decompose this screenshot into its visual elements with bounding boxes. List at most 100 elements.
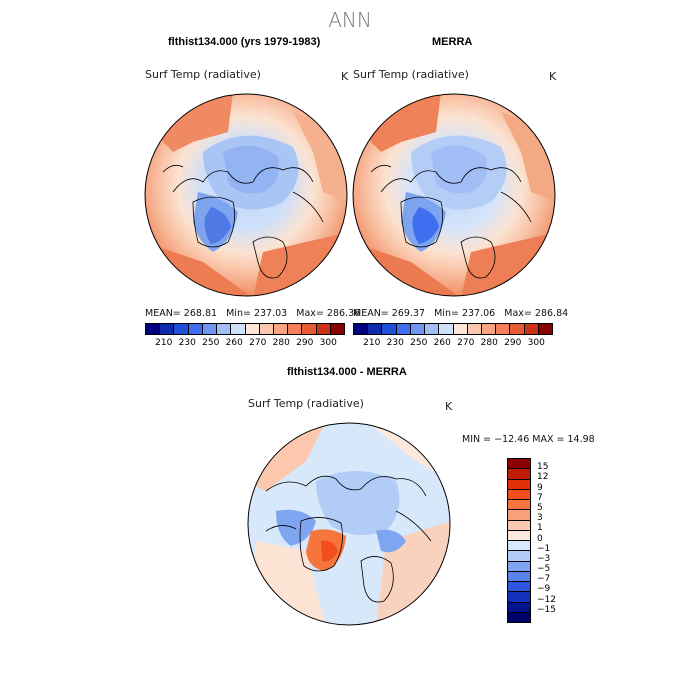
diff-variable-label: Surf Temp (radiative) [248,397,364,410]
panel1-stats: MEAN= 268.81 Min= 237.03 Max= 286.36 [145,308,360,319]
diff-polar-map [247,422,451,626]
colorbar-swatch [508,530,530,541]
diff-unit-label: K [445,400,453,413]
colorbar-swatch [202,324,218,334]
colorbar-swatch [188,324,203,334]
colorbar-tick-label: 210 [363,338,381,348]
colorbar-swatch [508,520,530,531]
colorbar-tick-label: 300 [319,338,337,348]
colorbar-tick-label: 1 [537,523,543,534]
panel2-unit-label: K [549,70,557,83]
panel1-mean-value: 268.81 [183,308,218,319]
colorbar-swatch [259,324,274,334]
panel1-subtitle: flthist134.000 (yrs 1979-1983) [168,36,321,48]
colorbar-swatch [508,489,530,500]
colorbar-tick-label: 250 [410,338,428,348]
panel2-max-label: Max= [504,308,532,319]
colorbar-swatch [316,324,331,334]
colorbar-swatch [382,324,397,334]
colorbar-tick-label: 230 [386,338,404,348]
panel2-variable-label: Surf Temp (radiative) [353,68,469,81]
panel1-max-label: Max= [296,308,324,319]
colorbar-swatch [508,551,530,562]
colorbar-swatch [425,324,440,334]
panel1-colorbar-swatches [145,323,345,335]
colorbar-swatch [245,324,260,334]
colorbar-swatch [538,324,553,334]
colorbar-tick-label: 15 [537,462,549,473]
colorbar-swatch [524,324,539,334]
panel1-colorbar: 210 230 250 260 270 280 290 300 [145,323,345,348]
colorbar-swatch [439,324,454,334]
colorbar-tick-label: 0 [537,533,543,544]
colorbar-swatch [160,324,175,334]
colorbar-tick-label: 5 [537,502,543,513]
colorbar-swatch [453,324,468,334]
colorbar-swatch [508,510,530,521]
colorbar-tick-label: 260 [433,338,451,348]
colorbar-swatch [273,324,289,334]
diff-colorbar [507,458,531,623]
panel2-colorbar-swatches [353,323,553,335]
colorbar-swatch [146,324,161,334]
colorbar-tick-label: 12 [537,472,549,483]
colorbar-tick-label: 230 [178,338,196,348]
colorbar-tick-label: 280 [480,338,498,348]
colorbar-tick-label: 270 [457,338,475,348]
panel1-variable-label: Surf Temp (radiative) [145,68,261,81]
colorbar-tick-label: −9 [537,584,551,595]
colorbar-tick-label: 7 [537,492,543,503]
colorbar-swatch [467,324,482,334]
colorbar-swatch [330,324,345,334]
panel2-mean-label: MEAN= [353,308,389,319]
colorbar-swatch [508,500,530,511]
colorbar-swatch [508,571,530,582]
colorbar-tick-label: 270 [249,338,267,348]
colorbar-swatch [508,459,530,470]
colorbar-swatch [508,561,530,572]
colorbar-swatch [508,469,530,480]
panel1-min-value: 237.03 [253,308,288,319]
panel1-min-label: Min= [226,308,251,319]
colorbar-tick-label: 280 [272,338,290,348]
panel2-min-label: Min= [434,308,459,319]
colorbar-swatch [368,324,383,334]
colorbar-tick-label: 210 [155,338,173,348]
colorbar-tick-label: 290 [504,338,522,348]
panel1-polar-map [144,93,348,297]
panel1-unit-label: K [341,70,349,83]
panel1-max-value: 286.36 [326,308,361,319]
colorbar-tick-label: −1 [537,543,551,554]
colorbar-swatch [496,324,511,334]
panel1-mean-label: MEAN= [145,308,181,319]
panel2-polar-map [352,93,556,297]
colorbar-swatch [354,324,369,334]
diff-minmax: MIN = −12.46 MAX = 14.98 [462,434,595,445]
colorbar-tick-label: −7 [537,574,551,585]
panel2-colorbar: 210 230 250 260 270 280 290 300 [353,323,553,348]
panel2-mean-value: 269.37 [391,308,426,319]
colorbar-swatch [508,479,530,490]
colorbar-swatch [508,541,530,552]
colorbar-swatch [410,324,426,334]
colorbar-tick-label: −15 [537,604,556,615]
colorbar-swatch [302,324,317,334]
panel2-stats: MEAN= 269.37 Min= 237.06 Max= 286.84 [353,308,568,319]
colorbar-tick-label: 250 [202,338,220,348]
diff-subtitle: flthist134.000 - MERRA [287,366,407,378]
panel2-colorbar-ticks: 210 230 250 260 270 280 290 300 [353,338,553,348]
diff-colorbar-labels: 15 12 9 7 5 3 1 0 −1 −3 −5 −7 −9 −12 −15 [537,458,577,621]
colorbar-swatch [481,324,497,334]
colorbar-swatch [508,612,530,622]
colorbar-swatch [510,324,525,334]
colorbar-tick-label: 290 [296,338,314,348]
panel1-colorbar-ticks: 210 230 250 260 270 280 290 300 [145,338,345,348]
colorbar-swatch [508,592,530,603]
colorbar-swatch [288,324,303,334]
colorbar-swatch [508,582,530,593]
colorbar-tick-label: −5 [537,564,551,575]
colorbar-tick-label: 9 [537,482,543,493]
panel2-subtitle: MERRA [432,36,473,48]
colorbar-tick-label: 300 [527,338,545,348]
colorbar-tick-label: −12 [537,594,556,605]
